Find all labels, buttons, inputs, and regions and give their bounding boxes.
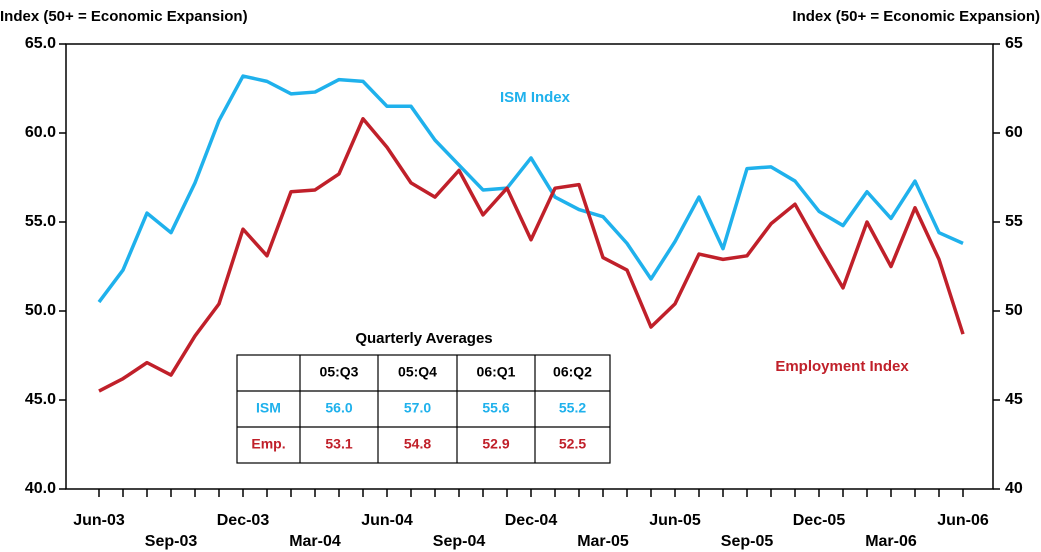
- series-label: Employment Index: [775, 358, 909, 375]
- x-tick-label: Jun-04: [361, 512, 413, 529]
- x-tick-label: Jun-06: [937, 512, 989, 529]
- table-row-label: Emp.: [251, 436, 285, 452]
- y2-axis-title: Index (50+ = Economic Expansion): [792, 8, 1040, 25]
- x-tick-label: Mar-05: [577, 533, 629, 550]
- y2-tick-label: 50: [1005, 302, 1023, 319]
- table-frame: [236, 354, 611, 464]
- x-tick-label: Mar-06: [865, 533, 917, 550]
- y-tick-label: 40.0: [25, 480, 56, 497]
- y-axis-title: Index (50+ = Economic Expansion): [0, 8, 248, 25]
- x-tick-label: Dec-03: [217, 512, 270, 529]
- table-cell: 57.0: [404, 400, 431, 416]
- y-tick-label: 65.0: [25, 35, 56, 52]
- table-cell: 55.2: [559, 400, 586, 416]
- data-line: [97, 74, 964, 304]
- x-tick-label: Jun-05: [649, 512, 701, 529]
- table-header: 06:Q1: [477, 364, 516, 380]
- y2-tick-label: 60: [1005, 124, 1023, 141]
- y-tick-label: 55.0: [25, 213, 56, 230]
- series-label: ISM Index: [500, 89, 571, 106]
- table-cell: 52.5: [559, 436, 586, 452]
- table-cell: 52.9: [482, 436, 509, 452]
- table-title: Quarterly Averages: [355, 330, 492, 347]
- y-tick-label: 45.0: [25, 391, 56, 408]
- x-tick-label: Dec-04: [505, 512, 558, 529]
- x-tick-label: Dec-05: [793, 512, 846, 529]
- table-cell: 53.1: [325, 436, 352, 452]
- y2-tick-label: 40: [1005, 480, 1023, 497]
- table-row-label: ISM: [256, 400, 281, 416]
- x-tick-label: Sep-04: [433, 533, 486, 550]
- x-tick-label: Sep-05: [721, 533, 774, 550]
- x-tick-label: Mar-04: [289, 533, 341, 550]
- table-cell: 56.0: [325, 400, 352, 416]
- y2-tick-label: 45: [1005, 391, 1023, 408]
- table-header: 06:Q2: [553, 364, 592, 380]
- y-tick-label: 50.0: [25, 302, 56, 319]
- table-header: 05:Q4: [398, 364, 437, 380]
- data-line: [98, 117, 965, 393]
- table-cell: 54.8: [404, 436, 431, 452]
- y2-tick-label: 65: [1005, 35, 1023, 52]
- table-header: 05:Q3: [320, 364, 359, 380]
- y2-tick-label: 55: [1005, 213, 1023, 230]
- x-tick-label: Jun-03: [73, 512, 125, 529]
- plot-frame: [65, 43, 994, 490]
- y-tick-label: 60.0: [25, 124, 56, 141]
- table-cell: 55.6: [482, 400, 509, 416]
- x-tick-label: Sep-03: [145, 533, 198, 550]
